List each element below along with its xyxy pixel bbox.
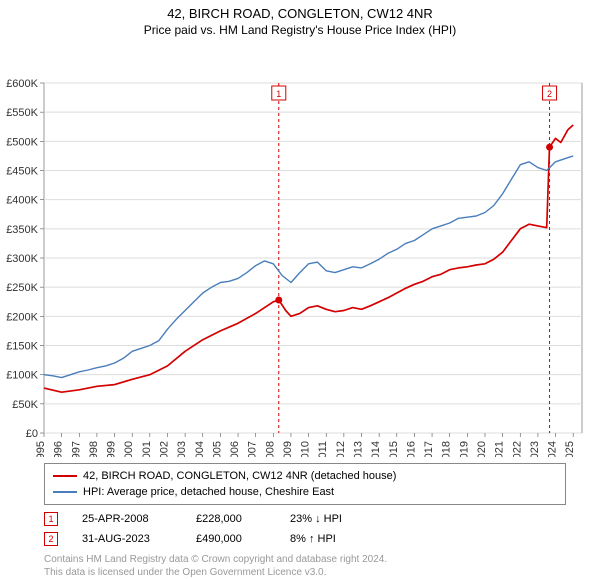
legend-item: HPI: Average price, detached house, Ches… <box>53 484 557 500</box>
svg-text:£200K: £200K <box>6 311 38 323</box>
svg-text:1999: 1999 <box>106 441 118 457</box>
svg-text:2022: 2022 <box>511 441 523 457</box>
svg-text:2004: 2004 <box>194 441 206 457</box>
svg-text:£350K: £350K <box>6 224 38 236</box>
marker-price: £490,000 <box>196 533 266 545</box>
svg-text:2011: 2011 <box>317 441 329 457</box>
chart-title: 42, BIRCH ROAD, CONGLETON, CW12 4NR <box>0 6 600 21</box>
marker-delta: 8% ↑ HPI <box>290 533 370 545</box>
svg-text:2014: 2014 <box>370 441 382 457</box>
legend-label: HPI: Average price, detached house, Ches… <box>83 486 334 498</box>
svg-text:£100K: £100K <box>6 370 38 382</box>
svg-text:£150K: £150K <box>6 341 38 353</box>
svg-text:2021: 2021 <box>494 441 506 457</box>
svg-text:1998: 1998 <box>88 441 100 457</box>
svg-text:2020: 2020 <box>476 441 488 457</box>
svg-text:2002: 2002 <box>158 441 170 457</box>
svg-text:2: 2 <box>547 89 552 99</box>
svg-text:£250K: £250K <box>6 282 38 294</box>
svg-text:2009: 2009 <box>282 441 294 457</box>
legend-item: 42, BIRCH ROAD, CONGLETON, CW12 4NR (det… <box>53 468 557 484</box>
marker-badge-icon: 2 <box>44 532 58 546</box>
marker-row: 1 25-APR-2008 £228,000 23% ↓ HPI <box>44 509 566 529</box>
svg-text:2006: 2006 <box>229 441 241 457</box>
svg-text:2007: 2007 <box>247 441 259 457</box>
svg-text:£550K: £550K <box>6 107 38 119</box>
svg-text:£50K: £50K <box>12 399 38 411</box>
marker-badge-icon: 1 <box>44 512 58 526</box>
legend-swatch <box>53 475 77 477</box>
svg-text:2005: 2005 <box>211 441 223 457</box>
svg-text:2025: 2025 <box>564 441 576 457</box>
marker-date: 31-AUG-2023 <box>82 533 172 545</box>
legend: 42, BIRCH ROAD, CONGLETON, CW12 4NR (det… <box>44 463 566 505</box>
svg-text:2010: 2010 <box>300 441 312 457</box>
svg-text:2017: 2017 <box>423 441 435 457</box>
svg-text:2003: 2003 <box>176 441 188 457</box>
svg-text:£450K: £450K <box>6 166 38 178</box>
chart-header: 42, BIRCH ROAD, CONGLETON, CW12 4NR Pric… <box>0 0 600 37</box>
marker-price: £228,000 <box>196 513 266 525</box>
svg-text:2023: 2023 <box>529 441 541 457</box>
marker-row: 2 31-AUG-2023 £490,000 8% ↑ HPI <box>44 529 566 549</box>
credit-line: This data is licensed under the Open Gov… <box>44 566 566 579</box>
svg-text:1: 1 <box>276 89 281 99</box>
chart-svg: £0 £50K £100K £150K £200K £250K £300K £350K £400… <box>0 37 600 457</box>
legend-label: 42, BIRCH ROAD, CONGLETON, CW12 4NR (det… <box>83 470 396 482</box>
svg-text:1996: 1996 <box>53 441 65 457</box>
svg-text:2000: 2000 <box>123 441 135 457</box>
svg-text:2012: 2012 <box>335 441 347 457</box>
svg-text:1997: 1997 <box>70 441 82 457</box>
svg-text:2001: 2001 <box>141 441 153 457</box>
svg-text:1995: 1995 <box>35 441 47 457</box>
svg-text:£300K: £300K <box>6 253 38 265</box>
line-chart: £0 £50K £100K £150K £200K £250K £300K £350K £400… <box>0 37 600 457</box>
svg-text:2024: 2024 <box>547 441 559 457</box>
chart-subtitle: Price paid vs. HM Land Registry's House … <box>0 23 600 37</box>
svg-text:£400K: £400K <box>6 195 38 207</box>
svg-text:2018: 2018 <box>441 441 453 457</box>
legend-swatch <box>53 491 77 493</box>
svg-text:2015: 2015 <box>388 441 400 457</box>
svg-text:£600K: £600K <box>6 78 38 90</box>
svg-text:2016: 2016 <box>405 441 417 457</box>
credit-text: Contains HM Land Registry data © Crown c… <box>44 553 566 579</box>
svg-text:£0: £0 <box>26 428 38 440</box>
marker-table: 1 25-APR-2008 £228,000 23% ↓ HPI 2 31-AU… <box>44 509 566 549</box>
svg-text:2008: 2008 <box>264 441 276 457</box>
marker-delta: 23% ↓ HPI <box>290 513 370 525</box>
marker-date: 25-APR-2008 <box>82 513 172 525</box>
svg-text:£500K: £500K <box>6 136 38 148</box>
svg-text:2013: 2013 <box>353 441 365 457</box>
svg-text:2019: 2019 <box>458 441 470 457</box>
